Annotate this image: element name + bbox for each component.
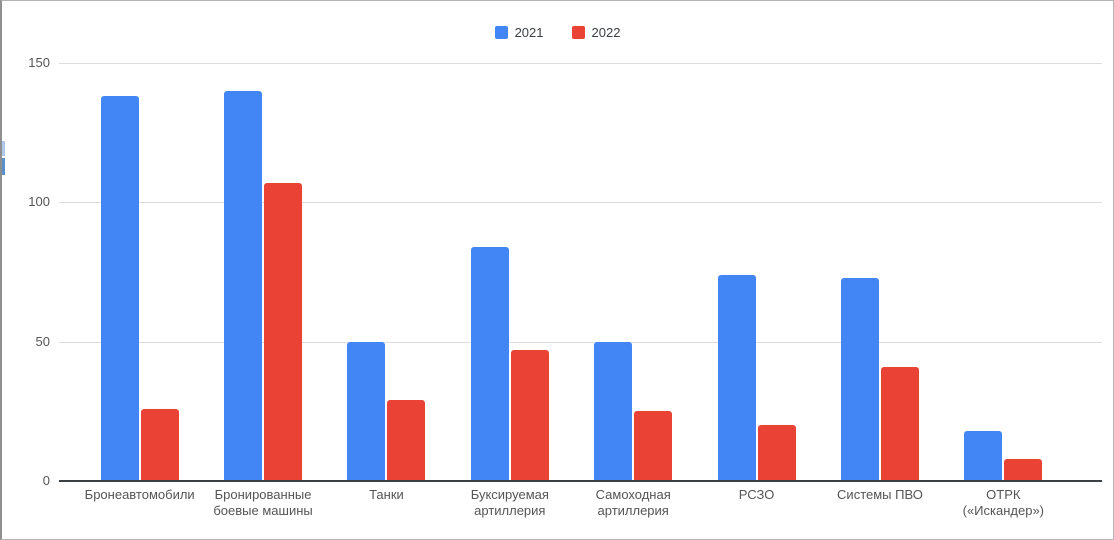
bar-2021[interactable]: [964, 430, 1003, 481]
bar-2022[interactable]: [880, 366, 919, 481]
bar-2022[interactable]: [264, 182, 303, 481]
bar-group: [695, 63, 818, 481]
y-tick-label-150: 150: [28, 55, 50, 70]
x-category-label: Бронированные боевые машины: [213, 487, 313, 518]
legend-swatch-2021-icon: [494, 26, 508, 39]
x-category-label: Бронеавтомобили: [84, 487, 195, 502]
bar-2022[interactable]: [387, 400, 426, 481]
bar-group: [818, 63, 941, 481]
bar-group: [78, 63, 201, 481]
legend-item-2022[interactable]: 2022: [571, 25, 621, 40]
chart-legend: 2021 2022: [2, 25, 1113, 40]
gridline-150: [59, 63, 1102, 64]
left-edge-artifact-top: [2, 141, 5, 156]
bar-2022[interactable]: [510, 350, 549, 481]
y-tick-label-0: 0: [42, 473, 50, 488]
bar-2021[interactable]: [594, 341, 633, 481]
left-edge-artifact: [2, 141, 5, 177]
bar-2022[interactable]: [634, 411, 673, 481]
x-category-label: РСЗО: [738, 487, 775, 502]
bar-2021[interactable]: [347, 341, 386, 481]
bar-group: [942, 63, 1065, 481]
bar-2022[interactable]: [140, 408, 179, 481]
bar-group: [201, 63, 324, 481]
x-category-label: ОТРК («Искандер»): [962, 487, 1044, 518]
left-edge-artifact-bottom: [2, 158, 5, 175]
bar-group: [448, 63, 571, 481]
x-axis-labels: Бронеавтомобили Бронированные боевые маши…: [59, 487, 1102, 519]
bar-2021[interactable]: [470, 246, 509, 481]
bar-2021[interactable]: [840, 277, 879, 481]
x-category-label: Танки: [369, 487, 404, 502]
bar-2021[interactable]: [717, 274, 756, 481]
legend-item-2021[interactable]: 2021: [494, 25, 544, 40]
x-category-label: Самоходная артиллерия: [595, 487, 671, 518]
bar-2021[interactable]: [224, 90, 263, 481]
y-axis: 0 50 100 150: [2, 55, 50, 488]
y-tick-label-50: 50: [35, 333, 50, 349]
x-category-label: Буксируемая артиллерия: [470, 487, 549, 518]
bar-2022[interactable]: [1004, 458, 1043, 481]
bars-row: [59, 63, 1102, 481]
gridline-100: [59, 202, 1102, 204]
legend-label-2021: 2021: [514, 25, 544, 40]
legend-label-2022: 2022: [591, 25, 621, 40]
x-axis-line: [59, 480, 1102, 482]
bar-group: [572, 63, 695, 481]
bar-group: [325, 63, 448, 481]
plot-area[interactable]: [59, 63, 1102, 482]
x-category-label: Системы ПВО: [837, 487, 923, 502]
gridline-50: [59, 341, 1102, 343]
bar-2022[interactable]: [757, 425, 796, 481]
legend-swatch-2022-icon: [571, 26, 585, 39]
bar-2021[interactable]: [100, 96, 139, 481]
y-tick-label-100: 100: [28, 194, 50, 210]
